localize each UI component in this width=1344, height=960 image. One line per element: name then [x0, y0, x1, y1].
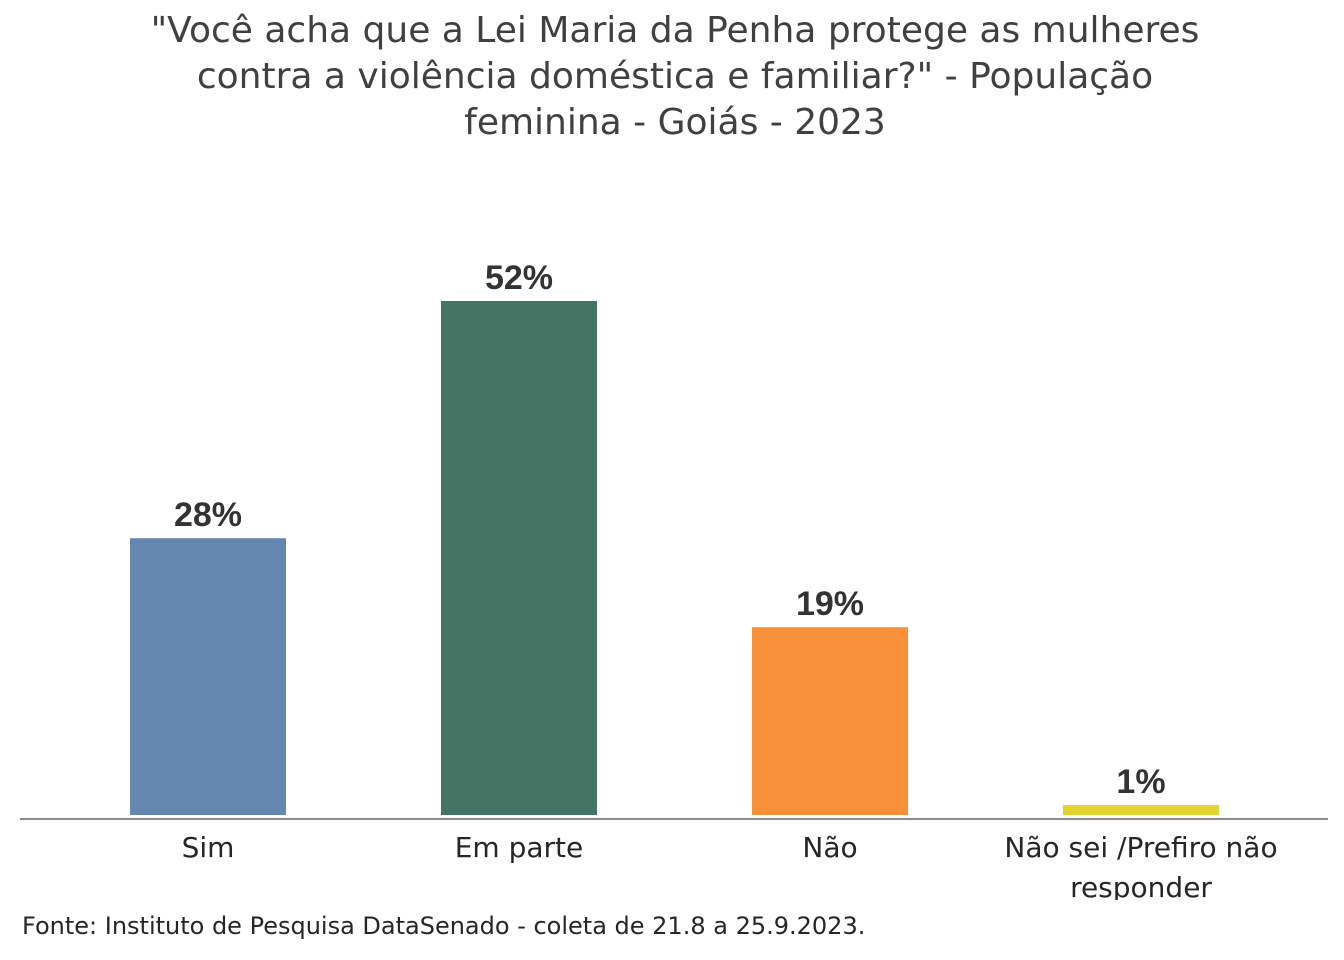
bar: [1063, 805, 1219, 815]
bar-value-label: 52%: [485, 259, 553, 297]
x-tick-label: Sim: [182, 831, 235, 864]
x-tick-label: Não sei /Prefiro não: [1004, 831, 1277, 864]
x-tick-label: Em parte: [455, 831, 584, 864]
bar-chart: 28% Sim 52% Em parte 19% Não 1% Não sei /Prefir…: [20, 259, 1328, 900]
chart-title-line-2: contra a violência doméstica e familiar?…: [196, 56, 1154, 97]
bar-value-label: 1%: [1116, 763, 1165, 801]
bar: [441, 301, 597, 815]
x-tick-label: responder: [1070, 871, 1212, 900]
x-tick-label: Não: [802, 831, 857, 864]
bar: [130, 538, 286, 815]
bar-value-label: 19%: [796, 585, 864, 623]
chart-title-line-1: "Você acha que a Lei Maria da Penha prot…: [150, 10, 1200, 51]
source-note: Fonte: Instituto de Pesquisa DataSenado …: [22, 912, 866, 940]
chart-title-line-3: feminina - Goiás - 2023: [464, 102, 886, 143]
bar-value-label: 28%: [174, 496, 242, 534]
bar: [752, 627, 908, 815]
chart-title: "Você acha que a Lei Maria da Penha prot…: [120, 8, 1230, 146]
